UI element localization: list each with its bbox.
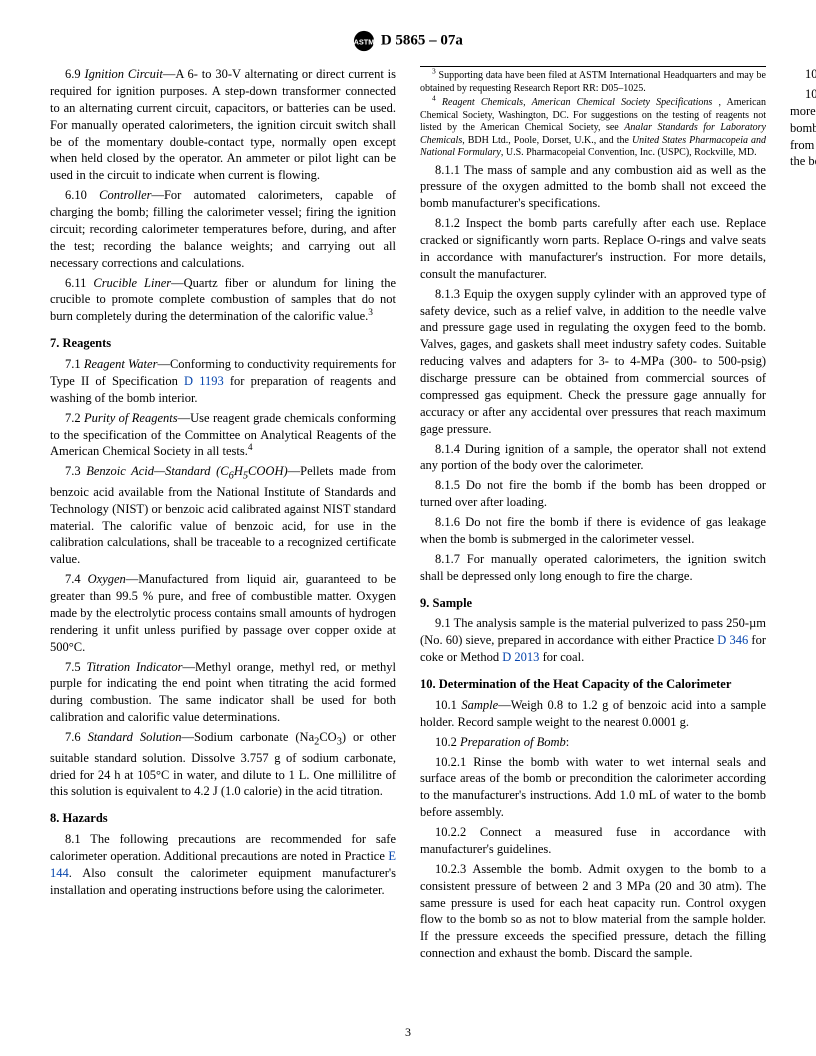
para-8-1-3: 8.1.3 Equip the oxygen supply cylinder w… [420, 286, 766, 438]
para-10-2-3: 10.2.3 Assemble the bomb. Admit oxygen t… [420, 861, 766, 962]
designation: D 5865 – 07a [381, 32, 463, 48]
link-d1193[interactable]: D 1193 [184, 374, 224, 388]
page-number: 3 [0, 1024, 816, 1040]
footnote-3: 3 Supporting data have been filed at AST… [420, 70, 766, 95]
heading-7: 7. Reagents [50, 335, 396, 352]
para-7-5: 7.5 Titration Indicator—Methyl orange, m… [50, 659, 396, 727]
para-6-9: 6.9 Ignition Circuit—A 6- to 30-V altern… [50, 66, 396, 184]
para-10-1: 10.1 Sample—Weigh 0.8 to 1.2 g of benzoi… [420, 697, 766, 731]
para-10-3-1: 10.3.1 Fill the calorimeter vessel with … [790, 86, 816, 170]
para-8-1-4: 8.1.4 During ignition of a sample, the o… [420, 441, 766, 475]
para-6-11: 6.11 Crucible Liner—Quartz fiber or alun… [50, 275, 396, 326]
para-8-1-5: 8.1.5 Do not fire the bomb if the bomb h… [420, 477, 766, 511]
para-7-1: 7.1 Reagent Water—Conforming to conducti… [50, 356, 396, 407]
para-10-2: 10.2 Preparation of Bomb: [420, 734, 766, 751]
link-d346[interactable]: D 346 [717, 633, 748, 647]
two-column-body: 6.9 Ignition Circuit—A 6- to 30-V altern… [50, 66, 766, 966]
footnote-4: 4 Reagent Chemicals, American Chemical S… [420, 97, 766, 160]
doc-header: ASTM D 5865 – 07a [50, 30, 766, 52]
para-6-10: 6.10 Controller—For automated calorimete… [50, 187, 396, 271]
para-10-2-1: 10.2.1 Rinse the bomb with water to wet … [420, 754, 766, 822]
para-10-2-2: 10.2.2 Connect a measured fuse in accord… [420, 824, 766, 858]
para-8-1-2: 8.1.2 Inspect the bomb parts carefully a… [420, 215, 766, 283]
link-d2013[interactable]: D 2013 [502, 650, 539, 664]
para-8-1-1: 8.1.1 The mass of sample and any combust… [420, 162, 766, 213]
heading-10: 10. Determination of the Heat Capacity o… [420, 676, 766, 693]
para-7-4: 7.4 Oxygen—Manufactured from liquid air,… [50, 571, 396, 655]
heading-8: 8. Hazards [50, 810, 396, 827]
para-8-1: 8.1 The following precautions are recomm… [50, 831, 396, 899]
svg-text:ASTM: ASTM [354, 38, 375, 47]
para-8-1-6: 8.1.6 Do not fire the bomb if there is e… [420, 514, 766, 548]
para-8-1-7: 8.1.7 For manually operated calorimeters… [420, 551, 766, 585]
para-7-2: 7.2 Purity of Reagents—Use reagent grade… [50, 410, 396, 461]
heading-9: 9. Sample [420, 595, 766, 612]
astm-logo-icon: ASTM [353, 30, 375, 52]
para-7-6: 7.6 Standard Solution—Sodium carbonate (… [50, 729, 396, 800]
footnotes-block: 3 Supporting data have been filed at AST… [420, 66, 766, 160]
para-10-3: 10.3 Preparation of Calorimeter: [790, 66, 816, 83]
para-7-3: 7.3 Benzoic Acid—Standard (C6H5COOH)—Pel… [50, 463, 396, 568]
para-9-1: 9.1 The analysis sample is the material … [420, 615, 766, 666]
